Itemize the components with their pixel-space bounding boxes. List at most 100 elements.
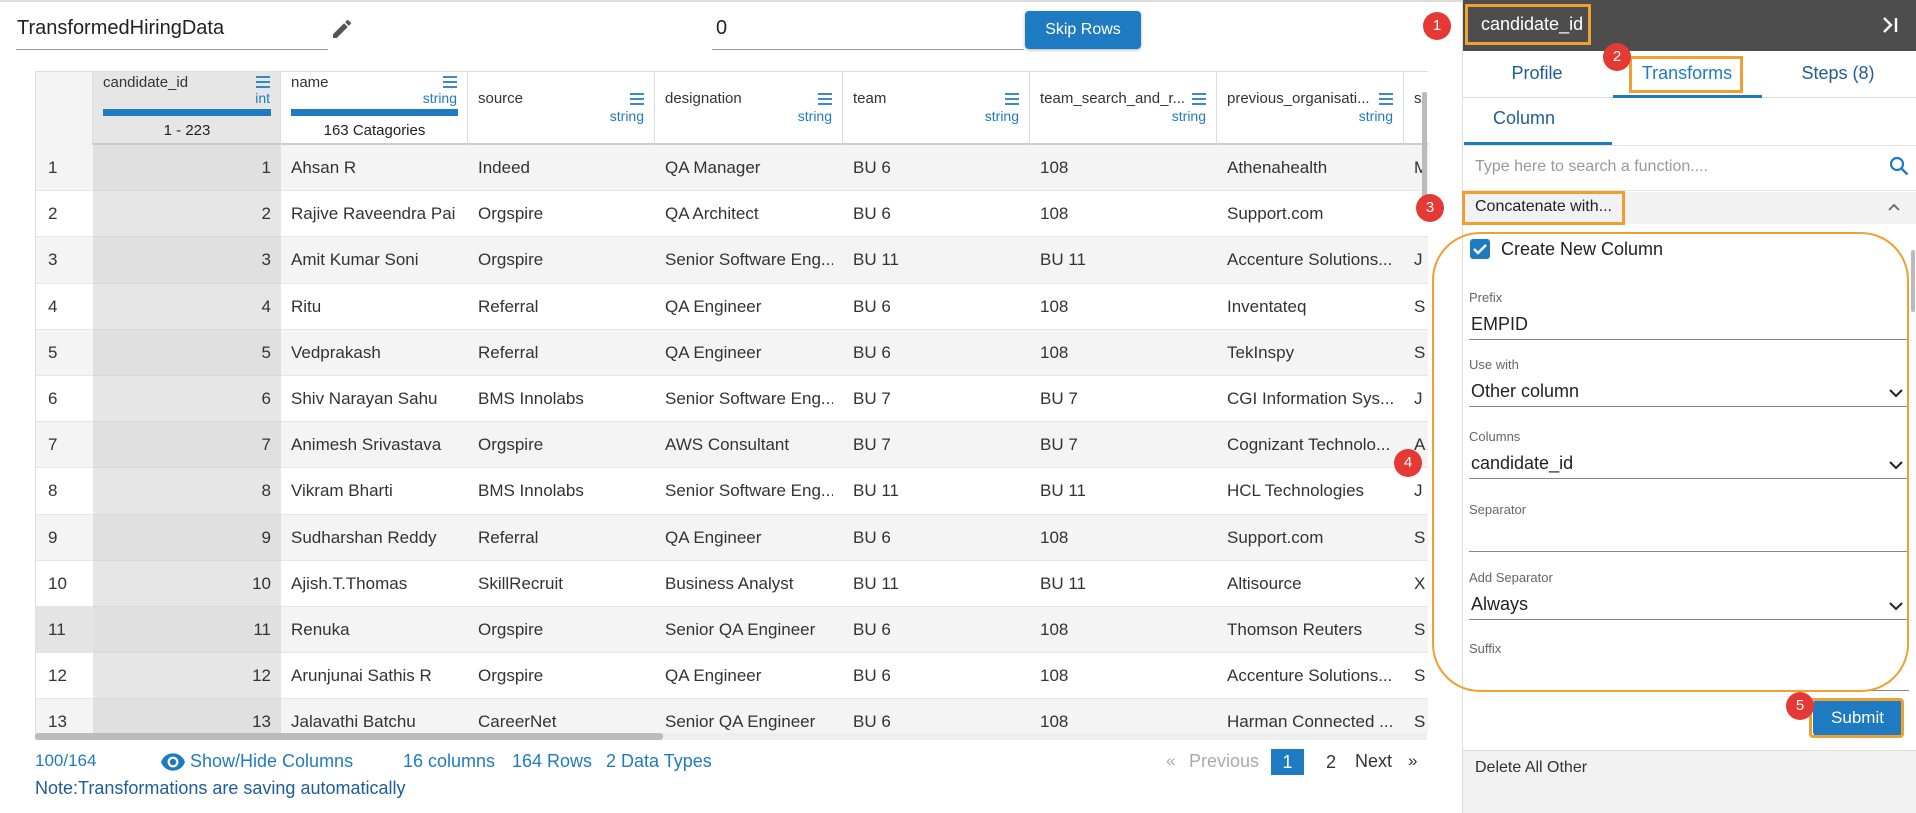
column-menu-icon[interactable] bbox=[818, 93, 832, 105]
first-page[interactable]: « bbox=[1166, 751, 1176, 770]
table-row[interactable] bbox=[36, 560, 1428, 607]
table-cell: 7 bbox=[261, 435, 271, 455]
table-row[interactable] bbox=[36, 376, 1428, 423]
row-number: 1 bbox=[48, 158, 58, 177]
column-menu-icon[interactable] bbox=[1379, 93, 1393, 105]
panel-scroll-thumb[interactable] bbox=[1911, 250, 1915, 312]
distribution-bar[interactable] bbox=[103, 109, 271, 116]
column-menu-icon[interactable] bbox=[630, 93, 644, 105]
table-cell: 108 bbox=[1040, 158, 1069, 177]
field-value[interactable]: EMPID bbox=[1471, 314, 1529, 334]
table-cell: BU 6 bbox=[853, 527, 891, 547]
row-number: 6 bbox=[48, 389, 58, 408]
column-header[interactable]: team_search_and_r... string bbox=[1030, 72, 1217, 145]
column-header[interactable]: source string bbox=[468, 72, 655, 145]
tab[interactable]: Transforms bbox=[1641, 63, 1733, 83]
table-row[interactable] bbox=[36, 237, 1428, 284]
column-header[interactable]: previous_organisati... string bbox=[1217, 72, 1404, 145]
next-section-title[interactable]: Delete All Other bbox=[1475, 759, 1588, 776]
column-header[interactable]: candidate_id int 1 - 223 bbox=[93, 72, 281, 145]
table-cell: CareerNet bbox=[478, 712, 557, 732]
edit-icon[interactable] bbox=[330, 17, 354, 41]
table-row[interactable] bbox=[36, 468, 1428, 515]
column-menu-icon[interactable] bbox=[256, 76, 270, 88]
column-header[interactable]: team string bbox=[843, 72, 1030, 145]
table-cell: Indeed bbox=[478, 158, 530, 177]
table-cell: BMS Innolabs bbox=[478, 389, 584, 408]
field-value[interactable]: Other column bbox=[1471, 381, 1580, 401]
table-row[interactable] bbox=[36, 699, 1428, 734]
table-cell: Accenture Solutions... bbox=[1227, 250, 1393, 270]
table-cell: BU 6 bbox=[853, 204, 891, 224]
previous-page[interactable]: Previous bbox=[1189, 751, 1260, 771]
highlight-box bbox=[1462, 191, 1625, 225]
column-menu-icon[interactable] bbox=[1192, 93, 1206, 105]
table-row[interactable] bbox=[36, 607, 1428, 654]
table-row[interactable] bbox=[36, 514, 1428, 561]
h-scroll-thumb[interactable] bbox=[35, 733, 663, 740]
table-row[interactable] bbox=[36, 191, 1428, 238]
function-search[interactable]: Type here to search a function.... bbox=[1475, 158, 1709, 175]
tab[interactable]: Steps (8) bbox=[1801, 63, 1875, 83]
column-name: source bbox=[478, 90, 524, 107]
field-underline[interactable] bbox=[1469, 478, 1909, 479]
column-name: designation bbox=[665, 90, 742, 107]
tab[interactable]: Profile bbox=[1511, 63, 1563, 83]
table-row[interactable] bbox=[36, 145, 1428, 192]
table-row[interactable] bbox=[36, 422, 1428, 469]
page-button[interactable]: 1 bbox=[1271, 749, 1304, 775]
submit-button[interactable]: Submit bbox=[1813, 700, 1902, 736]
checkbox-label[interactable]: Create New Column bbox=[1501, 239, 1664, 259]
row-number-header bbox=[36, 72, 93, 145]
table-cell: SkillRecruit bbox=[478, 573, 564, 593]
field-value[interactable]: Always bbox=[1471, 594, 1529, 614]
table-row[interactable] bbox=[36, 283, 1428, 330]
table-cell: BU 11 bbox=[1040, 481, 1086, 501]
next-section[interactable] bbox=[1463, 750, 1916, 813]
subtab[interactable]: Column bbox=[1493, 108, 1556, 128]
table-cell: BU 7 bbox=[853, 389, 891, 408]
column-menu-icon[interactable] bbox=[1005, 93, 1019, 105]
skip-rows-input[interactable]: 0 bbox=[716, 17, 728, 39]
column-header[interactable]: name string 163 Catagories bbox=[281, 72, 468, 145]
table-row[interactable] bbox=[36, 329, 1428, 376]
section-header[interactable] bbox=[1463, 192, 1916, 224]
skip-rows-button[interactable]: Skip Rows bbox=[1025, 11, 1141, 49]
table-cell: Altisource bbox=[1227, 573, 1302, 593]
subtab-indicator bbox=[1464, 142, 1612, 145]
v-scroll-thumb[interactable] bbox=[1422, 92, 1427, 217]
collapse-icon[interactable] bbox=[1887, 200, 1901, 214]
column-header[interactable]: s bbox=[1404, 72, 1428, 145]
show-hide-columns[interactable]: Show/Hide Columns bbox=[190, 751, 354, 771]
dropdown-chevron[interactable] bbox=[1889, 388, 1903, 398]
table-cell: Orgspire bbox=[478, 204, 544, 224]
table-cell: Orgspire bbox=[478, 435, 544, 455]
field-underline[interactable] bbox=[1469, 551, 1909, 552]
table-cell: Referral bbox=[478, 527, 539, 547]
field-value[interactable]: candidate_id bbox=[1471, 453, 1574, 473]
field-underline[interactable] bbox=[1469, 339, 1909, 340]
eye-icon[interactable] bbox=[160, 752, 186, 772]
row-number: 7 bbox=[48, 435, 58, 455]
annotation-marker: 4 bbox=[1394, 449, 1422, 477]
dropdown-chevron[interactable] bbox=[1889, 460, 1903, 470]
last-page[interactable]: » bbox=[1408, 751, 1418, 770]
page-button[interactable]: 2 bbox=[1325, 752, 1336, 772]
next-page[interactable]: Next bbox=[1355, 751, 1393, 771]
close-panel-icon[interactable] bbox=[1881, 15, 1901, 35]
table-cell: 6 bbox=[261, 389, 271, 408]
field-underline[interactable] bbox=[1469, 406, 1909, 407]
table-cell: Orgspire bbox=[478, 666, 544, 686]
column-menu-icon[interactable] bbox=[443, 76, 457, 88]
table-cell: 4 bbox=[261, 296, 271, 316]
dataset-name[interactable]: TransformedHiringData bbox=[17, 17, 225, 39]
field-underline[interactable] bbox=[1469, 619, 1909, 620]
dropdown-chevron[interactable] bbox=[1889, 601, 1903, 611]
section-title[interactable]: Concatenate with... bbox=[1475, 198, 1612, 215]
distribution-bar[interactable] bbox=[291, 109, 458, 116]
table-cell: Harman Connected ... bbox=[1227, 712, 1394, 732]
column-header[interactable]: designation string bbox=[655, 72, 843, 145]
search-icon[interactable] bbox=[1889, 156, 1909, 176]
table-row[interactable] bbox=[36, 653, 1428, 700]
table-cell: BU 7 bbox=[1040, 435, 1078, 455]
